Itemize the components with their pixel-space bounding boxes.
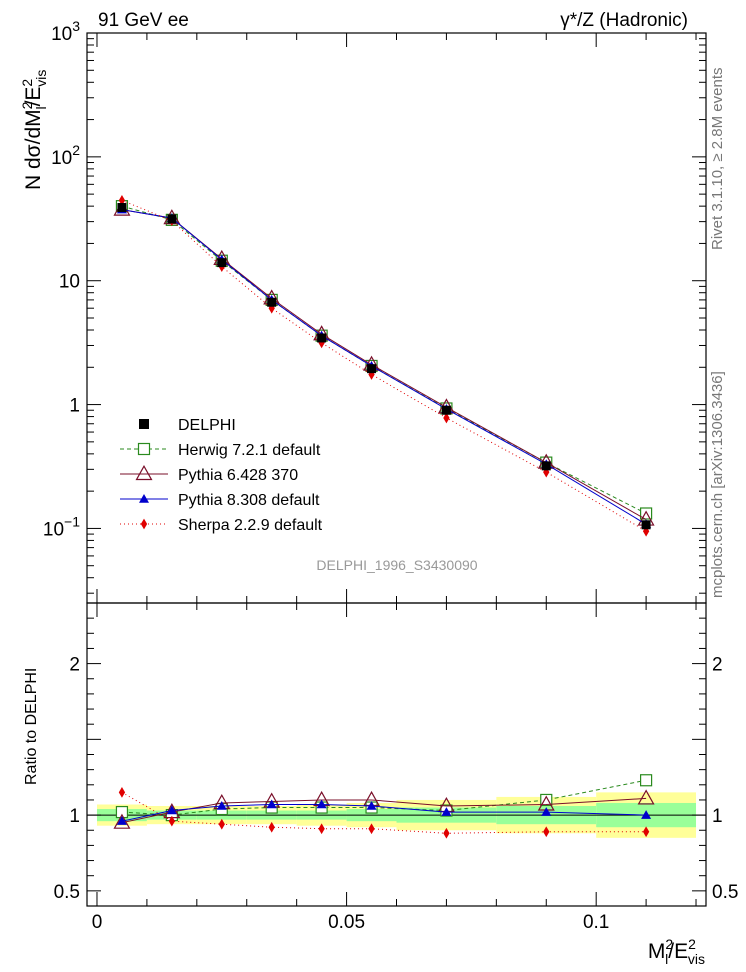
series-line bbox=[121, 199, 647, 532]
legend-label: Herwig 7.2.1 default bbox=[178, 442, 321, 459]
series-point bbox=[443, 412, 450, 424]
y-tick-label: 10 bbox=[59, 272, 80, 293]
title-left: 91 GeV ee bbox=[98, 10, 189, 31]
y-tick-label: 10−1 bbox=[43, 513, 80, 540]
watermark: DELPHI_1996_S3430090 bbox=[316, 557, 477, 573]
data-point bbox=[167, 214, 177, 224]
x-tick-label: 0.1 bbox=[583, 912, 609, 933]
ratio-point bbox=[318, 823, 325, 835]
ratio-point bbox=[266, 799, 277, 809]
ratio-point bbox=[543, 826, 550, 838]
x-axis-label: M2 l/E2 vis bbox=[648, 936, 705, 967]
ratio-point bbox=[116, 816, 127, 825]
data-point bbox=[267, 297, 277, 307]
legend-marker bbox=[139, 494, 149, 503]
ratio-point bbox=[316, 799, 327, 809]
ratio-y-tick-label: 1 bbox=[69, 806, 80, 827]
y-axis-label-top: N dσ/dM2l/E2vis bbox=[19, 70, 49, 190]
ratio-y-tick-label-right: 1 bbox=[712, 806, 723, 827]
ratio-point bbox=[168, 815, 176, 827]
y-axis-label-ratio: Ratio to DELPHI bbox=[23, 668, 40, 785]
side-text-top: Rivet 3.1.10, ≥ 2.8M events bbox=[709, 68, 726, 251]
ratio-point bbox=[443, 827, 450, 839]
ratio-line bbox=[121, 779, 647, 816]
ratio-point bbox=[268, 821, 275, 833]
legend-marker bbox=[137, 442, 151, 456]
ratio-point bbox=[113, 813, 131, 829]
ratio-y-tick-label-right: 0.5 bbox=[712, 882, 738, 903]
legend-label: DELPHI bbox=[178, 417, 236, 434]
x-tick-label: 0 bbox=[92, 912, 103, 933]
ratio-frame bbox=[86, 602, 707, 907]
ratio-point bbox=[366, 801, 377, 810]
legend-marker bbox=[140, 518, 148, 530]
ratio-point bbox=[637, 789, 655, 805]
legend-label: Pythia 6.428 370 bbox=[178, 467, 298, 484]
series-point bbox=[318, 337, 325, 349]
legend-label: Pythia 8.308 default bbox=[178, 492, 320, 509]
ratio-point bbox=[218, 818, 225, 830]
ratio-point bbox=[118, 786, 126, 798]
ratio-point bbox=[216, 801, 227, 810]
ratio-y-tick-label: 0.5 bbox=[54, 882, 80, 903]
y-tick-label: 1 bbox=[69, 396, 80, 417]
ratio-y-tick-label: 2 bbox=[69, 655, 80, 676]
ratio-point bbox=[441, 807, 452, 816]
y-tick-label: 103 bbox=[51, 18, 80, 45]
ratio-point bbox=[639, 774, 653, 787]
ratio-point bbox=[166, 805, 177, 815]
legend-marker bbox=[135, 464, 153, 481]
series-point bbox=[118, 195, 126, 206]
title-right: γ*/Z (Hadronic) bbox=[560, 10, 688, 31]
ratio-y-tick-label-right: 2 bbox=[712, 655, 723, 676]
data-point bbox=[117, 203, 127, 213]
data-point bbox=[441, 405, 451, 415]
x-tick-label: 0.05 bbox=[328, 912, 365, 933]
side-text-bottom: mcplots.cern.ch [arXiv:1306.3436] bbox=[709, 371, 726, 598]
data-point bbox=[641, 520, 651, 530]
ratio-point bbox=[368, 823, 375, 835]
legend: DELPHI Herwig 7.2.1 default Pythia 6.428 3… bbox=[120, 417, 323, 534]
ratio-point bbox=[540, 793, 553, 807]
data-point bbox=[367, 364, 377, 374]
ratio-panel: 0 0.05 0.1 2 2 1 1 0.5 0.5 bbox=[54, 602, 738, 933]
data-point bbox=[317, 333, 327, 343]
ratio-point bbox=[642, 826, 650, 838]
data-point bbox=[217, 258, 227, 268]
legend-label: Sherpa 2.2.9 default bbox=[178, 517, 323, 534]
y-tick-label: 102 bbox=[51, 142, 80, 169]
data-point bbox=[541, 461, 551, 471]
legend-marker bbox=[139, 419, 149, 429]
ratio-point bbox=[641, 810, 652, 819]
ratio-point bbox=[541, 807, 552, 816]
